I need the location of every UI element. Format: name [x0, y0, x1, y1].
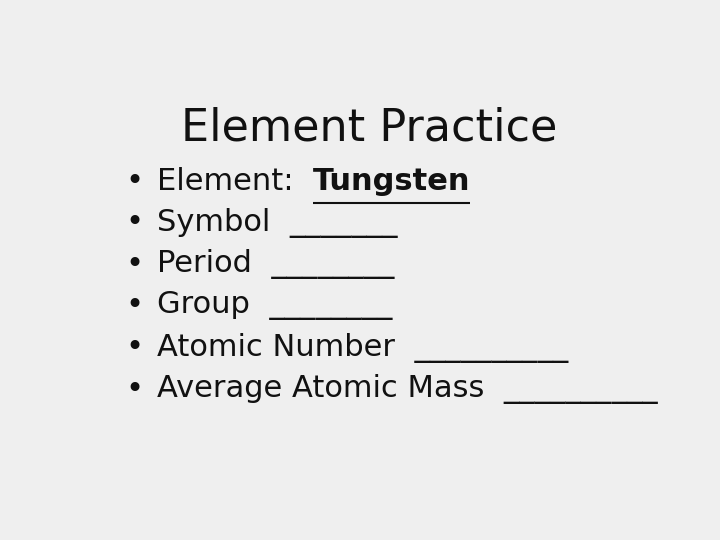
Text: •: •	[125, 250, 144, 279]
Text: •: •	[125, 333, 144, 362]
Text: Period  ________: Period ________	[157, 249, 395, 279]
Text: Group  ________: Group ________	[157, 292, 392, 320]
Text: •: •	[125, 292, 144, 320]
Text: Element Practice: Element Practice	[181, 106, 557, 150]
Text: Element:: Element:	[157, 167, 313, 195]
Text: Tungsten: Tungsten	[313, 167, 470, 195]
Text: •: •	[125, 375, 144, 403]
Text: •: •	[125, 167, 144, 195]
Text: •: •	[125, 208, 144, 237]
Text: Average Atomic Mass  __________: Average Atomic Mass __________	[157, 374, 657, 404]
Text: Atomic Number  __________: Atomic Number __________	[157, 333, 568, 362]
Text: Symbol  _______: Symbol _______	[157, 208, 397, 238]
